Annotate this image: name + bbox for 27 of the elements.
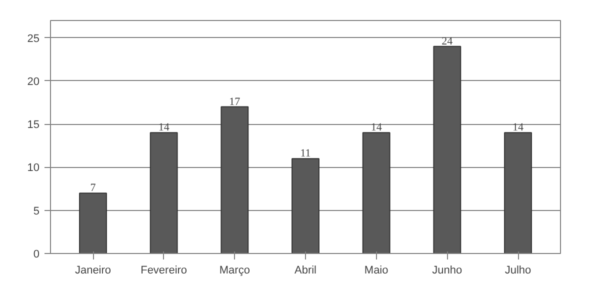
data-label: 14 bbox=[370, 122, 382, 134]
bar bbox=[79, 192, 107, 254]
x-tick-label: Junho bbox=[432, 264, 462, 276]
bar bbox=[504, 132, 532, 254]
y-tick-label: 0 bbox=[33, 248, 40, 260]
bar bbox=[150, 132, 178, 254]
bar bbox=[220, 106, 249, 254]
x-tick-label: Maio bbox=[364, 264, 388, 276]
y-tick-label: 10 bbox=[27, 162, 40, 174]
data-label: 14 bbox=[158, 122, 170, 134]
y-tick-label: 15 bbox=[27, 119, 40, 132]
x-tick-label: Abril bbox=[294, 264, 317, 276]
x-tick-label: Janeiro bbox=[74, 264, 112, 276]
bar bbox=[362, 132, 390, 254]
bar bbox=[433, 46, 462, 254]
y-tick-label: 5 bbox=[33, 205, 40, 218]
data-label: 7 bbox=[90, 182, 96, 194]
data-label: 11 bbox=[300, 148, 311, 160]
x-tick-label: Fevereiro bbox=[140, 264, 188, 276]
data-label: 14 bbox=[512, 122, 524, 134]
x-tick-label: Julho bbox=[504, 264, 532, 276]
data-label: 24 bbox=[442, 35, 454, 48]
y-tick-label: 25 bbox=[27, 32, 40, 45]
bar bbox=[292, 158, 320, 254]
y-tick-label: 20 bbox=[27, 76, 40, 88]
x-tick-label: Março bbox=[219, 264, 250, 276]
data-label: 17 bbox=[229, 96, 241, 108]
